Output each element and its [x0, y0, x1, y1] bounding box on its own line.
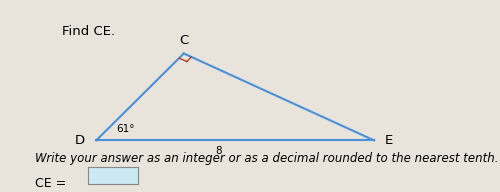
Text: D: D	[74, 134, 85, 147]
Text: Find CE.: Find CE.	[62, 25, 116, 38]
Text: E: E	[384, 134, 392, 147]
Text: 61°: 61°	[116, 124, 135, 134]
Text: CE =: CE =	[35, 177, 70, 190]
Text: C: C	[179, 34, 188, 47]
Text: 8: 8	[215, 146, 222, 156]
Text: Write your answer as an integer or as a decimal rounded to the nearest tenth.: Write your answer as an integer or as a …	[35, 152, 498, 165]
